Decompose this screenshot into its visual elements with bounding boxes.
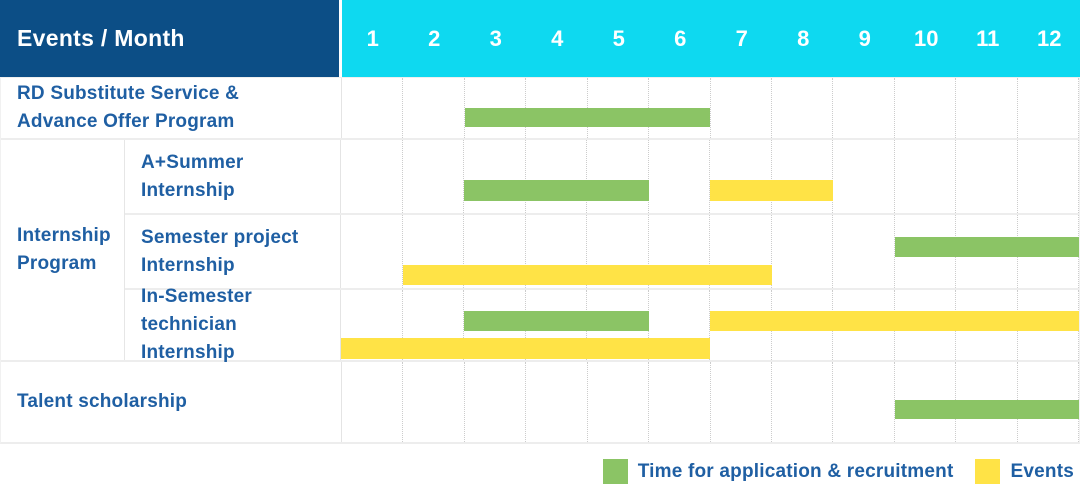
month-header-cell: 10 [896,0,958,77]
gantt-bar-event [710,311,1079,331]
gantt-bar-recruitment [895,237,1080,257]
gantt-bar-recruitment [465,108,711,127]
grid-cell [342,362,403,442]
header-title: Events / Month [17,25,185,52]
grid-cell [403,140,465,213]
month-header-cell: 4 [527,0,589,77]
grid-cell [833,78,894,138]
grid-cell [772,362,833,442]
gantt-bar-event [403,265,772,285]
grid-cell [342,78,403,138]
row-label-talent-scholarship: Talent scholarship [1,362,341,442]
grid-row-semester-project [340,215,1079,288]
month-header-cell: 8 [773,0,835,77]
grid-cell [833,140,895,213]
row-semester-project: Semester project Internship [125,213,1079,288]
group-internship-program: Internship Program A+Summer Internship S… [1,138,1079,360]
grid-cell [341,140,403,213]
grid-cell [526,362,587,442]
grid-cell [526,140,588,213]
grid-row-talent-scholarship [341,362,1079,442]
grid-cell [649,140,711,213]
row-rd-substitute: RD Substitute Service & Advance Offer Pr… [1,78,1079,138]
legend-label-recruitment: Time for application & recruitment [638,461,954,483]
legend: Time for application & recruitment Event… [0,444,1080,499]
events-yellow-swatch-icon [975,459,1000,484]
legend-item-events: Events [975,459,1074,484]
grid-row-in-semester-technician [340,290,1079,360]
row-label-rd-substitute: RD Substitute Service & Advance Offer Pr… [1,78,341,138]
grid-row-rd-substitute [341,78,1079,138]
gantt-bar-recruitment [464,180,649,201]
grid-cell [711,362,772,442]
month-header-cell: 5 [588,0,650,77]
month-header-cell: 7 [711,0,773,77]
grid-cell [341,215,403,288]
grid-cell [711,78,772,138]
grid-cell [1018,78,1079,138]
grid-cell [956,140,1018,213]
gantt-bar-event [710,180,833,201]
month-header-cell: 11 [957,0,1019,77]
legend-item-recruitment: Time for application & recruitment [603,459,954,484]
legend-label-events: Events [1010,461,1074,483]
grid-cell [772,215,834,288]
grid-cell [895,140,957,213]
grid-cell [833,215,895,288]
grid-cell [587,140,649,213]
row-in-semester-technician: In-Semester technician Internship [125,288,1079,360]
month-header-cell: 2 [404,0,466,77]
month-header-cell: 12 [1019,0,1080,77]
row-a-plus-summer: A+Summer Internship [125,140,1079,213]
events-month-header: Events / Month [0,0,342,77]
grid-cell [649,362,710,442]
grid-cell [465,362,526,442]
grid-cell [403,78,464,138]
grid-cell [772,140,834,213]
grid-cell [588,362,649,442]
grid-cell [772,78,833,138]
gantt-bar-event [341,338,710,359]
grid-cell [464,140,526,213]
gantt-bar-recruitment [895,400,1079,419]
gantt-body: RD Substitute Service & Advance Offer Pr… [0,77,1080,444]
internship-sub-rows: A+Summer Internship Semester project Int… [125,140,1079,360]
row-talent-scholarship: Talent scholarship [1,360,1079,442]
grid-cell [833,362,894,442]
row-label-in-semester-technician: In-Semester technician Internship [125,290,340,360]
group-label-internship-program: Internship Program [1,140,125,360]
grid-cell [956,78,1017,138]
month-header-cell: 6 [650,0,712,77]
grid-cell [710,140,772,213]
month-header-cell: 3 [465,0,527,77]
grid-row-a-plus-summer [340,140,1079,213]
row-label-a-plus-summer: A+Summer Internship [125,140,340,213]
grid-cell [895,78,956,138]
grid-cell [1018,140,1080,213]
grid-cell [403,362,464,442]
month-header-cell: 9 [834,0,896,77]
recruitment-green-swatch-icon [603,459,628,484]
row-label-semester-project: Semester project Internship [125,215,340,288]
gantt-bar-recruitment [464,311,649,331]
month-header-cell: 1 [342,0,404,77]
